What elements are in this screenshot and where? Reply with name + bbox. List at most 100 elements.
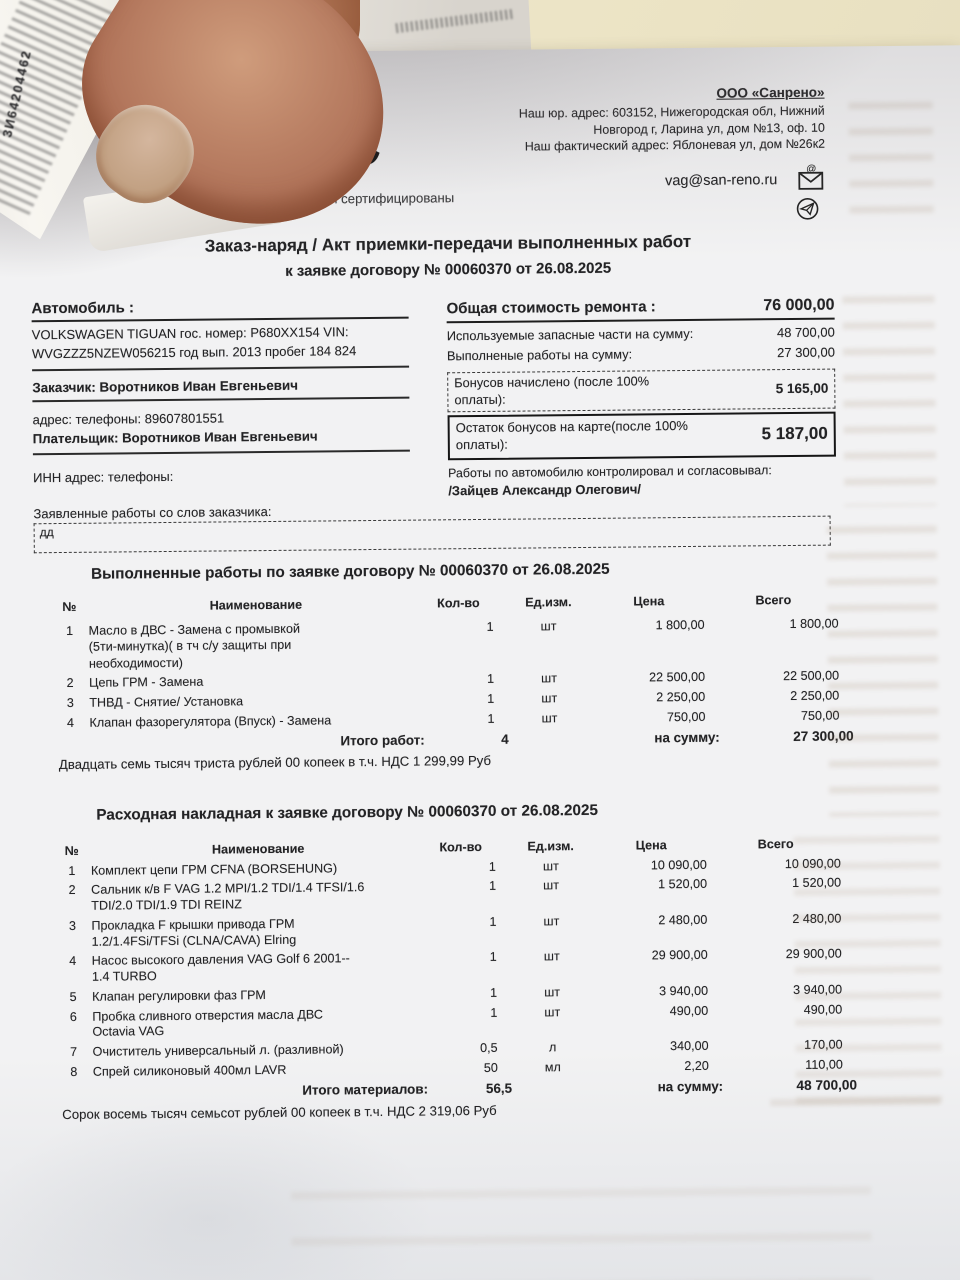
num: 4: [69, 954, 77, 969]
declared-works: Заявленные работы со слов заказчика: дд: [33, 499, 831, 554]
total: 29 900,00: [785, 946, 842, 962]
unit: шт: [543, 878, 560, 893]
name: Прокладка F крышки привода ГРМ 1.2/1.4FS…: [91, 916, 297, 949]
bonus-rest-box: Остаток бонусов на карте(после 100% опла…: [447, 411, 836, 461]
total: 3 940,00: [792, 982, 843, 997]
parts-sum-row: Используемые запасные части на сумму: 48…: [447, 320, 835, 344]
materials-table-header: № Наименование Кол-во Ед.изм. Цена Всего: [57, 837, 839, 860]
bleed-through-text: [291, 1186, 872, 1280]
price: 1 520,00: [657, 877, 708, 892]
unit: [519, 730, 609, 731]
num: 6: [69, 1009, 77, 1024]
controller-label: Работы по автомобилю контролировал и сог…: [448, 463, 772, 481]
unit: Ед.изм.: [527, 839, 574, 854]
qty: 1: [489, 950, 497, 965]
unit: шт: [541, 671, 558, 686]
works-table: № Наименование Кол-во Ед.изм. Цена Всего…: [54, 592, 853, 757]
materials-amount-words: Сорок восемь тысяч семьсот рублей 00 коп…: [62, 1102, 497, 1123]
inn-line: ИНН адрес: телефоны:: [33, 468, 174, 485]
bonus-rest-label: Остаток бонусов на карте(после 100% опла…: [455, 418, 689, 453]
materials-total-sum-label: на сумму:: [657, 1078, 724, 1094]
works-total-row: Итого работ: 4 на сумму: 27 300,00: [56, 728, 853, 753]
qty: Кол-во: [437, 595, 480, 611]
total: 22 500,00: [782, 668, 840, 684]
unit: [522, 1079, 612, 1080]
num: 1: [66, 623, 74, 638]
name: Клапан фазорегулятора (Впуск) - Замена: [89, 713, 332, 730]
materials-total-qty: 56,5: [485, 1080, 513, 1096]
qty: 1: [487, 672, 495, 687]
bleed-through-text: [826, 525, 940, 817]
unit: шт: [543, 914, 560, 929]
company-name: ООО «Санрено»: [716, 84, 825, 101]
legal-address: Наш юр. адрес: 603152, Нижегородская обл…: [518, 103, 825, 137]
price: 2 480,00: [658, 912, 708, 928]
qty: 1: [488, 879, 497, 894]
price: 340,00: [670, 1038, 709, 1054]
total: Всего: [757, 836, 794, 852]
name: Очиститель универсальный л. (разливной): [92, 1042, 344, 1059]
name: Наименование: [209, 597, 303, 613]
qty: 1: [487, 691, 495, 706]
total: 1 800,00: [789, 616, 839, 631]
price: 1 800,00: [655, 617, 705, 632]
num: 5: [69, 989, 77, 1004]
receipt-microtext: [395, 8, 516, 34]
price: 750,00: [666, 709, 706, 724]
unit: мл: [544, 1060, 561, 1075]
qty: Кол-во: [439, 839, 483, 855]
name: ТНВД - Снятие/ Установка: [89, 694, 244, 710]
total: 10 090,00: [784, 856, 841, 871]
name: Сальник к/в F VAG 1.2 MPI/1.2 TDI/1.4 TF…: [91, 880, 365, 913]
num: №: [62, 599, 77, 614]
controller-name: /Зайцев Александр Олегович/: [448, 481, 642, 499]
price: 10 090,00: [650, 857, 707, 873]
declared-works-value: дд: [33, 515, 831, 554]
works-total-sum-label: на сумму:: [654, 729, 720, 746]
materials-table: № Наименование Кол-во Ед.изм. Цена Всего…: [57, 837, 857, 1106]
bonus-accrued-value: 5 165,00: [775, 380, 829, 397]
total: 110,00: [805, 1057, 843, 1072]
qty: 1: [487, 711, 495, 726]
works-sum-value: 27 300,00: [777, 344, 836, 361]
total: Всего: [755, 592, 792, 608]
unit: шт: [541, 710, 558, 726]
num: 8: [70, 1064, 78, 1079]
customer-line: Заказчик: Воротников Иван Евгеньевич: [32, 367, 410, 402]
total-cost-value: 76 000,00: [763, 296, 835, 315]
works-section-title: Выполненные работы по заявке договору № …: [90, 560, 610, 583]
email-icon: @: [798, 164, 824, 190]
total: 2 480,00: [792, 911, 842, 926]
total: 1 520,00: [791, 876, 842, 891]
materials-total-row: Итого материалов: 56,5 на сумму: 48 700,…: [59, 1077, 857, 1101]
parts-sum-value: 48 700,00: [776, 324, 835, 341]
materials-total-sum: 48 700,00: [796, 1076, 858, 1093]
price: Цена: [635, 838, 667, 853]
bleed-through-text: [770, 1097, 941, 1126]
num: 4: [66, 715, 75, 730]
bleed-through-text: [848, 101, 934, 233]
company-email: vag@san-reno.ru: [664, 172, 778, 190]
num: №: [64, 843, 79, 858]
unit: шт: [544, 1004, 561, 1019]
price: 2,20: [684, 1058, 709, 1073]
qty: 1: [490, 985, 498, 1000]
total: 750,00: [800, 708, 840, 723]
num: 7: [70, 1044, 78, 1060]
price: Цена: [633, 594, 665, 609]
works-total-label: Итого работ:: [340, 732, 425, 749]
price: 29 900,00: [651, 948, 708, 963]
name: Клапан регулировки фаз ГРМ: [92, 987, 266, 1004]
telegram-icon: [796, 198, 819, 220]
unit: шт: [542, 858, 559, 874]
materials-section-title: Расходная накладная к заявке договору № …: [96, 801, 599, 824]
works-sum-label: Выполненые работы на сумму:: [446, 346, 633, 364]
qty: 1: [489, 914, 497, 929]
num: 3: [68, 918, 77, 933]
vehicle-info: VOLKSWAGEN TIGUAN гос. номер: Р680ХХ154 …: [31, 318, 410, 371]
name: Наименование: [211, 841, 305, 857]
vehicle-block: Автомобиль : VOLKSWAGEN TIGUAN гос. номе…: [31, 296, 410, 485]
num: 1: [68, 863, 76, 878]
num: 2: [66, 676, 74, 691]
